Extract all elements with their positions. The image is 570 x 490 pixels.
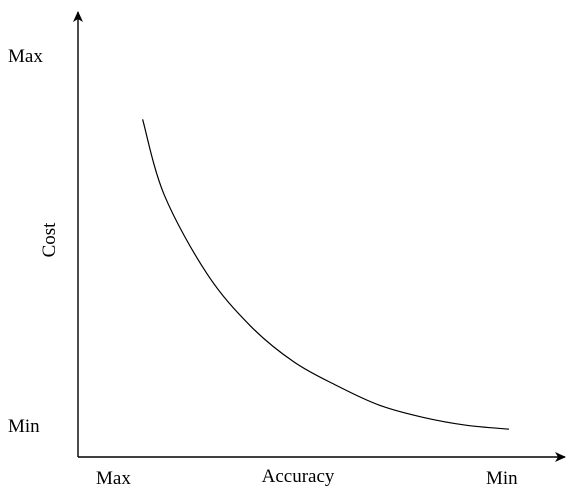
x-tick-label-min: Min [486, 468, 518, 489]
x-axis-title: Accuracy [262, 466, 335, 487]
y-tick-label-max: Max [8, 46, 43, 67]
x-tick-label-max: Max [96, 468, 131, 489]
y-axis-title: Cost [39, 222, 60, 258]
y-tick-label-min: Min [8, 416, 40, 437]
cost-accuracy-curve [142, 119, 510, 430]
